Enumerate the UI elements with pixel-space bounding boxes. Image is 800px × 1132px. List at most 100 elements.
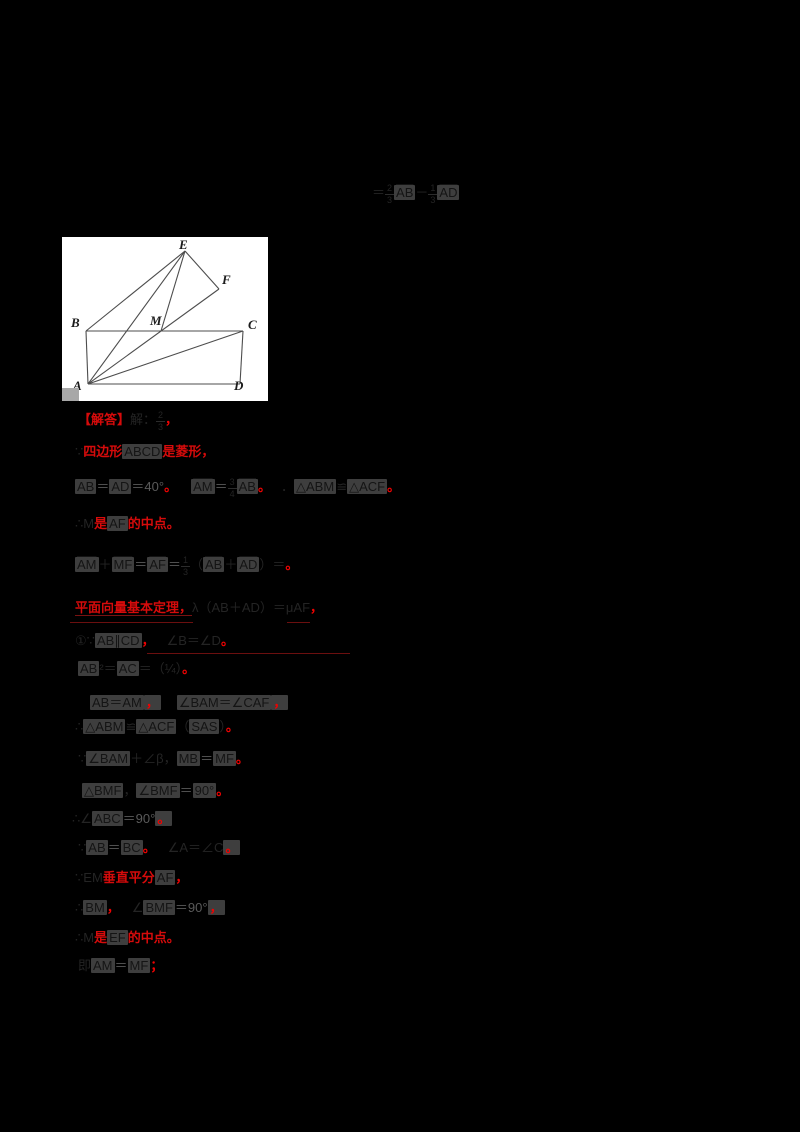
- equation-box: ABCD: [122, 444, 163, 459]
- equation-box: AD: [437, 185, 460, 200]
- solution-line: ∵EM垂直平分 AF，: [75, 868, 188, 888]
- math-text: ，: [123, 783, 137, 798]
- math-text: ∴∠: [72, 811, 92, 826]
- math-text: ≌: [125, 719, 137, 734]
- equation-box: △BMF: [82, 783, 124, 798]
- equation-box: AM: [191, 479, 215, 494]
- math-text: ＝90°: [174, 900, 208, 915]
- math-text: ①∵: [75, 633, 95, 648]
- solution-line: ①∵ AB∥CD， ∠B＝∠D。: [75, 631, 234, 651]
- math-text: （: [176, 719, 190, 734]
- math-text: ∵: [78, 840, 87, 855]
- equation-box: △ABM: [83, 719, 126, 734]
- figure-edge-EF: [184, 250, 220, 290]
- figure-label-B: B: [70, 315, 80, 330]
- math-text: ）: [219, 719, 226, 734]
- solution-line: ∴M是 AF 的中点。: [75, 514, 180, 534]
- equation-box: △ABM: [294, 479, 337, 494]
- math-text: －: [415, 185, 429, 200]
- equation-box: SAS: [189, 719, 220, 734]
- equation-box: 。: [223, 840, 241, 855]
- solution-line: 平面向量基本定理，λ（AB＋AD）＝μAF，: [75, 598, 323, 618]
- math-text: ＝: [179, 783, 193, 798]
- equation-box: EF: [107, 930, 128, 945]
- equation-box: AM: [75, 557, 99, 572]
- math-text: ＝: [134, 557, 148, 572]
- solution-line: ∵ AB ＝ BC。 ∠A＝∠C。: [78, 838, 241, 858]
- math-text: ∵: [78, 751, 87, 766]
- solution-line: 【解答】解： 2 3，: [78, 410, 178, 432]
- red-punct: 。: [142, 840, 156, 855]
- equation-box: AB: [394, 185, 416, 200]
- math-text: ＝40°: [131, 479, 165, 494]
- solution-line: ∴∠ ABC ＝90°。: [72, 809, 173, 829]
- red-punct: 。: [182, 661, 196, 676]
- equation-box: ∠BMF: [136, 783, 180, 798]
- solution-line: ∵ ∠BAM ＋∠β， MB ＝ MF。: [78, 749, 249, 769]
- math-text: ∠A＝∠C: [167, 840, 224, 855]
- math-text: ∵: [75, 444, 84, 459]
- equation-box: AD: [237, 557, 260, 572]
- solution-line: ∴ BM， ∠ BMF ＝90°，: [75, 898, 225, 918]
- figure-label-C: C: [248, 317, 257, 332]
- red-punct: ，: [145, 695, 159, 710]
- equation-box: AB: [236, 479, 258, 494]
- red-punct: 。: [285, 557, 299, 572]
- red-punct: 。: [225, 840, 239, 855]
- math-text: ＝（¼）: [138, 661, 183, 676]
- figure-label-D: D: [233, 378, 244, 393]
- figure-label-A: A: [72, 378, 82, 393]
- red-annotation: 【解答】: [78, 412, 131, 427]
- red-punct: 。: [257, 479, 271, 494]
- equation-box: △ACF: [136, 719, 177, 734]
- math-text: ＝: [214, 479, 228, 494]
- equation-box: ，: [271, 695, 289, 710]
- red-annotation: 是: [94, 930, 108, 945]
- image-artifact: [62, 388, 79, 401]
- math-text: ∴: [75, 900, 84, 915]
- geometry-figure-image: E F M B C A D: [62, 237, 268, 401]
- solution-line: AB＝AM， ∠BAM＝∠CAF，: [90, 693, 289, 713]
- red-punct: 。: [387, 479, 401, 494]
- red-punct: ，: [106, 900, 120, 915]
- equation-box: AB: [75, 479, 97, 494]
- equation-box: 。: [155, 811, 173, 826]
- figure-edge-EM: [160, 250, 186, 332]
- equation-box: MF: [111, 557, 135, 572]
- red-annotation: 是菱形，: [162, 444, 215, 459]
- red-annotation: 平面向量基本定理，: [75, 600, 193, 616]
- red-punct: 。: [157, 811, 171, 826]
- top-formula: ＝ 2 3 AB － 1 3 AD: [372, 183, 460, 205]
- math-text: ＋: [98, 557, 112, 572]
- red-punct: ，: [209, 900, 223, 915]
- red-rule: [70, 622, 193, 623]
- equation-box: BC: [120, 840, 143, 855]
- equation-box: BM: [83, 900, 107, 915]
- figure-label-M: M: [149, 313, 162, 328]
- solution-line: 即 AM ＝ MF；: [78, 956, 163, 976]
- equation-box: MF: [213, 751, 236, 766]
- equation-box: MB: [176, 751, 201, 766]
- math-text: ∠B＝∠D: [166, 633, 221, 648]
- figure-edge-EB: [85, 250, 186, 332]
- solution-line: AB ＝ AD ＝40°。 AM ＝ 3 4 AB。． △ABM ≌ △ACF。: [75, 477, 400, 499]
- math-text: ＝: [114, 958, 128, 973]
- equation-box: △ACF: [347, 479, 388, 494]
- solution-line: ∴M是 EF 的中点。: [75, 928, 180, 948]
- equation-box: AB: [78, 661, 100, 676]
- figure-edge-DC: [239, 330, 244, 385]
- math-text: ∴: [75, 719, 84, 734]
- math-text: λ（AB＋AD）＝μAF: [192, 600, 311, 615]
- red-punct: ；: [150, 958, 164, 973]
- equation-box: ∠BAM＝∠CAF: [176, 695, 272, 710]
- equation-box: 90°: [192, 783, 217, 798]
- figure-edge-AF: [87, 288, 220, 385]
- math-text: ＝: [200, 751, 214, 766]
- equation-box: AD: [109, 479, 132, 494]
- math-text: （: [189, 557, 203, 572]
- solution-line: AM ＋ MF ＝ AF ＝ 1 3 （AB ＋ AD ）＝。: [75, 555, 298, 577]
- math-text: ＋: [224, 557, 238, 572]
- equation-box: AB: [86, 840, 108, 855]
